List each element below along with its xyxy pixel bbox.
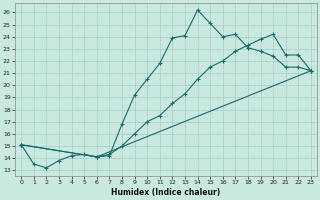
X-axis label: Humidex (Indice chaleur): Humidex (Indice chaleur) — [111, 188, 221, 197]
